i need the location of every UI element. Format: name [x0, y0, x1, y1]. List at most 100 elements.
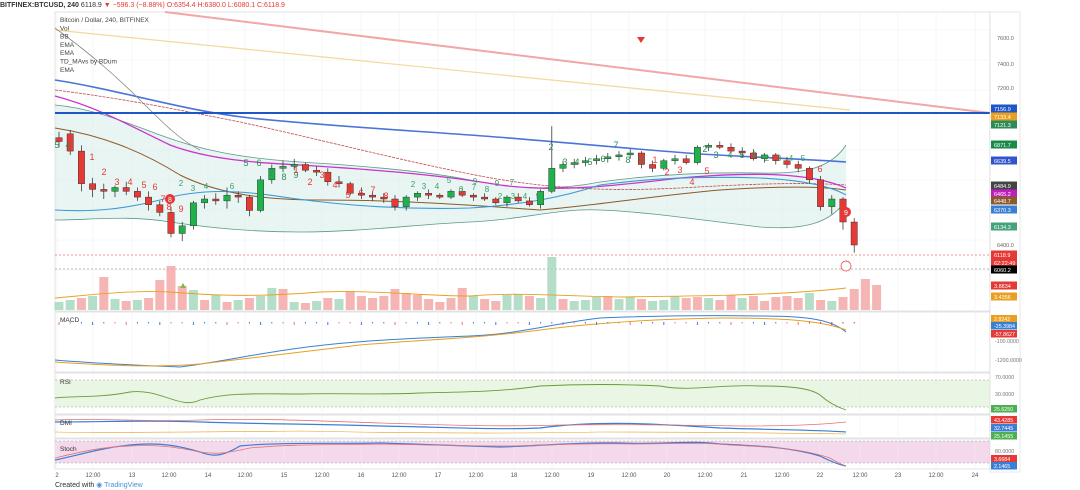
- td-count-small: 6: [230, 182, 235, 191]
- candle-body: [548, 168, 556, 192]
- macd-hist-bar: [58, 322, 60, 325]
- volume-bar: [838, 297, 848, 310]
- time-tick: 22: [817, 473, 824, 479]
- volume-bar: [334, 299, 344, 310]
- macd-hist-bar: [820, 322, 822, 324]
- dmi-pane[interactable]: [54, 414, 991, 439]
- price-badge-text: 7156.9: [994, 107, 1011, 113]
- svg-text:-57.8627: -57.8627: [994, 332, 1015, 338]
- svg-text:-25.3984: -25.3984: [994, 324, 1015, 330]
- macd-hist-bar: [741, 322, 743, 324]
- td-count-green: 2: [548, 142, 553, 152]
- footer: Created with ◉ TradingView: [55, 481, 143, 489]
- candle-body: [313, 170, 320, 173]
- price-badge: [991, 140, 1017, 149]
- td-count-green: 7: [268, 168, 273, 178]
- td-count-green: 4: [574, 157, 579, 167]
- volume-bar: [502, 295, 512, 310]
- candle-body: [145, 196, 152, 205]
- candle-body: [414, 193, 421, 198]
- red-circle-markers: 8 9: [165, 194, 852, 272]
- time-tick: 12:00: [928, 473, 944, 479]
- candle-body: [133, 191, 141, 198]
- macd-hist-bar: [293, 322, 295, 325]
- symbol-label[interactable]: BITFINEX:BTCUSD, 240: [0, 2, 79, 9]
- candle-body: [268, 168, 276, 181]
- macd-hist-bar: [405, 322, 407, 324]
- time-tick: 12:00: [621, 473, 637, 479]
- candle-body: [122, 187, 130, 192]
- candle-body: [481, 196, 488, 200]
- time-tick: 23: [895, 473, 902, 479]
- macd-hist-bar: [596, 322, 598, 325]
- td-count-red: 5: [141, 180, 146, 190]
- price-badge: [991, 258, 1017, 267]
- td-count-red: 4: [332, 180, 337, 190]
- td-count-green: 5: [739, 150, 744, 160]
- volume-bar: [412, 295, 422, 310]
- volume-bar: [603, 296, 613, 310]
- macd-hist-bar: [786, 322, 788, 324]
- price-badge: [991, 104, 1017, 113]
- candle-body: [559, 164, 567, 169]
- td-count-red: 4: [689, 177, 694, 187]
- volume-bar: [267, 288, 277, 310]
- svg-text:25.1455: 25.1455: [994, 434, 1013, 440]
- candle-body: [783, 160, 791, 165]
- ohlc-readout: O:6354.4 H:6380.0 L:6080.1 C:6118.9: [166, 2, 285, 9]
- last-price: 6118.9: [80, 2, 102, 9]
- td-count-small: 4: [204, 182, 209, 191]
- macd-hist-bar: [808, 322, 810, 324]
- td-count-red: 2: [101, 167, 106, 177]
- td-count-green: 4: [727, 150, 732, 160]
- macd-hist-bar: [573, 322, 575, 324]
- candle-body: [750, 152, 757, 159]
- signal-line: [54, 317, 847, 367]
- volume-bar: [592, 297, 602, 310]
- indicator-legend[interactable]: Bitcoin / Dollar, 240, BITFINEXVolBBEMAE…: [60, 17, 150, 74]
- price-axis[interactable]: 7600.0 7400.0 7200.0 6400.0 7156.9 7133.4 7121…: [989, 11, 1022, 473]
- time-tick: 12:00: [774, 473, 790, 479]
- td-count-green: 4: [65, 140, 70, 150]
- volume-bar: [648, 301, 658, 310]
- volume-bar: [323, 298, 333, 310]
- candle-body: [391, 198, 399, 207]
- candle-body: [526, 200, 533, 205]
- macd-hist-bar: [685, 322, 687, 324]
- volume-bar: [312, 301, 322, 310]
- price-badge: [991, 265, 1017, 274]
- td-count-small: 9: [473, 177, 478, 186]
- td-count-green: 3: [562, 157, 567, 167]
- td-count-green: 9: [638, 155, 643, 165]
- candle-body: [201, 198, 208, 204]
- price-badge-text: 6134.3: [994, 225, 1011, 231]
- volume-bar: [670, 296, 680, 310]
- macd-hist-bar: [215, 322, 217, 324]
- macd-hist-bar: [640, 322, 642, 324]
- td-count-small: 3: [422, 182, 427, 191]
- macd-hist-bar: [831, 322, 833, 325]
- stoch-band: [55, 441, 990, 463]
- time-tick: 12:00: [468, 473, 484, 479]
- volume-bar: [715, 300, 725, 310]
- time-tick: 15: [281, 473, 288, 479]
- volume-bar: [491, 301, 501, 310]
- macd-hist-bar: [461, 322, 463, 325]
- macd-hist-bar: [584, 322, 586, 324]
- tradingview-logo[interactable]: ◉ TradingView: [96, 482, 143, 489]
- candle-body: [727, 147, 735, 152]
- candle-body: [626, 152, 634, 156]
- td-count-green: 8: [281, 172, 286, 182]
- svg-text:43.4285: 43.4285: [994, 418, 1013, 424]
- macd-hist-bar: [450, 322, 452, 324]
- volume-bar: [200, 300, 210, 310]
- price-badge: [991, 181, 1017, 190]
- candle-body: [761, 154, 769, 159]
- volume-bar: [121, 301, 131, 310]
- td-count-red: 2: [307, 177, 312, 187]
- macd-pane[interactable]: [54, 311, 991, 373]
- volume-bar: [435, 302, 445, 310]
- time-axis[interactable]: 2 12:00 13 12:00 14 12:00 15 12:00 16 12:00 17 12:0…: [55, 473, 979, 479]
